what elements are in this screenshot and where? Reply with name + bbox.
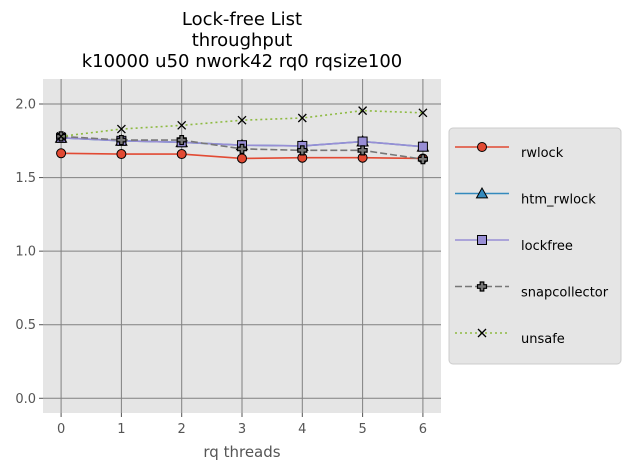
chart-title: Lock-free List throughput k10000 u50 nwo… [82,9,402,72]
legend-marker [476,281,488,292]
x-tick-label: 1 [117,422,125,437]
y-tick-label: 1.5 [15,171,36,186]
data-point [116,149,127,160]
data-point [177,120,187,130]
x-tick-label: 4 [298,422,306,437]
x-axis-label: rq threads [203,443,280,461]
legend-entry: rwlock [455,142,564,161]
legend-marker [475,186,489,199]
data-point [297,113,307,123]
legend-marker [477,142,487,152]
legend-label: unsafe [521,332,565,347]
data-point [237,153,247,164]
data-point [116,134,127,146]
data-point [116,124,126,134]
data-point [417,154,429,165]
chart-title-line-2: throughput [192,30,293,51]
data-point [236,143,248,154]
x-tick-label: 6 [419,422,427,437]
legend-marker [477,235,487,245]
data-point [357,145,368,156]
chart-title-line-3: k10000 u50 nwork42 rq0 rqsize100 [82,51,402,72]
legend-label: htm_rwlock [521,193,596,208]
legend-entry: snapcollector [455,281,609,301]
data-point [176,134,187,146]
legend-entry: lockfree [455,235,573,254]
legend-label: lockfree [521,239,573,254]
legend-entry: htm_rwlock [455,186,596,208]
y-tick-label: 2.0 [15,98,36,113]
tick-labels: 0 1 2 3 4 5 6 0.0 0.5 1.0 1.5 2.0 [15,98,427,437]
legend-entry: unsafe [455,328,565,347]
y-tick-label: 0.5 [15,318,36,333]
data-point [56,148,67,159]
legend-box [448,127,622,365]
grid-lines [43,79,441,413]
x-tick-label: 3 [238,422,246,437]
legend: rwlock htm_rwlock lockfree snapcollector uns… [448,127,622,365]
data-point [357,136,368,147]
legend-marker [477,328,487,338]
legend-label: rwlock [521,146,564,161]
data-point [237,115,247,125]
series-layer [54,106,430,165]
legend-label: snapcollector [521,286,609,301]
data-point [358,106,368,116]
x-tick-label: 2 [178,422,186,437]
data-point [417,141,428,152]
y-tick-label: 1.0 [15,245,36,260]
y-tick-label: 0.0 [15,392,36,407]
data-point [297,145,308,156]
data-point [176,149,187,160]
data-point [56,131,66,141]
data-point [418,108,428,118]
series-rwlock [56,148,428,164]
series-unsafe [56,106,428,141]
chart-title-line-1: Lock-free List [182,9,302,30]
x-tick-label: 5 [358,422,366,437]
x-tick-label: 0 [57,422,65,437]
series-snapcollector [55,131,429,165]
